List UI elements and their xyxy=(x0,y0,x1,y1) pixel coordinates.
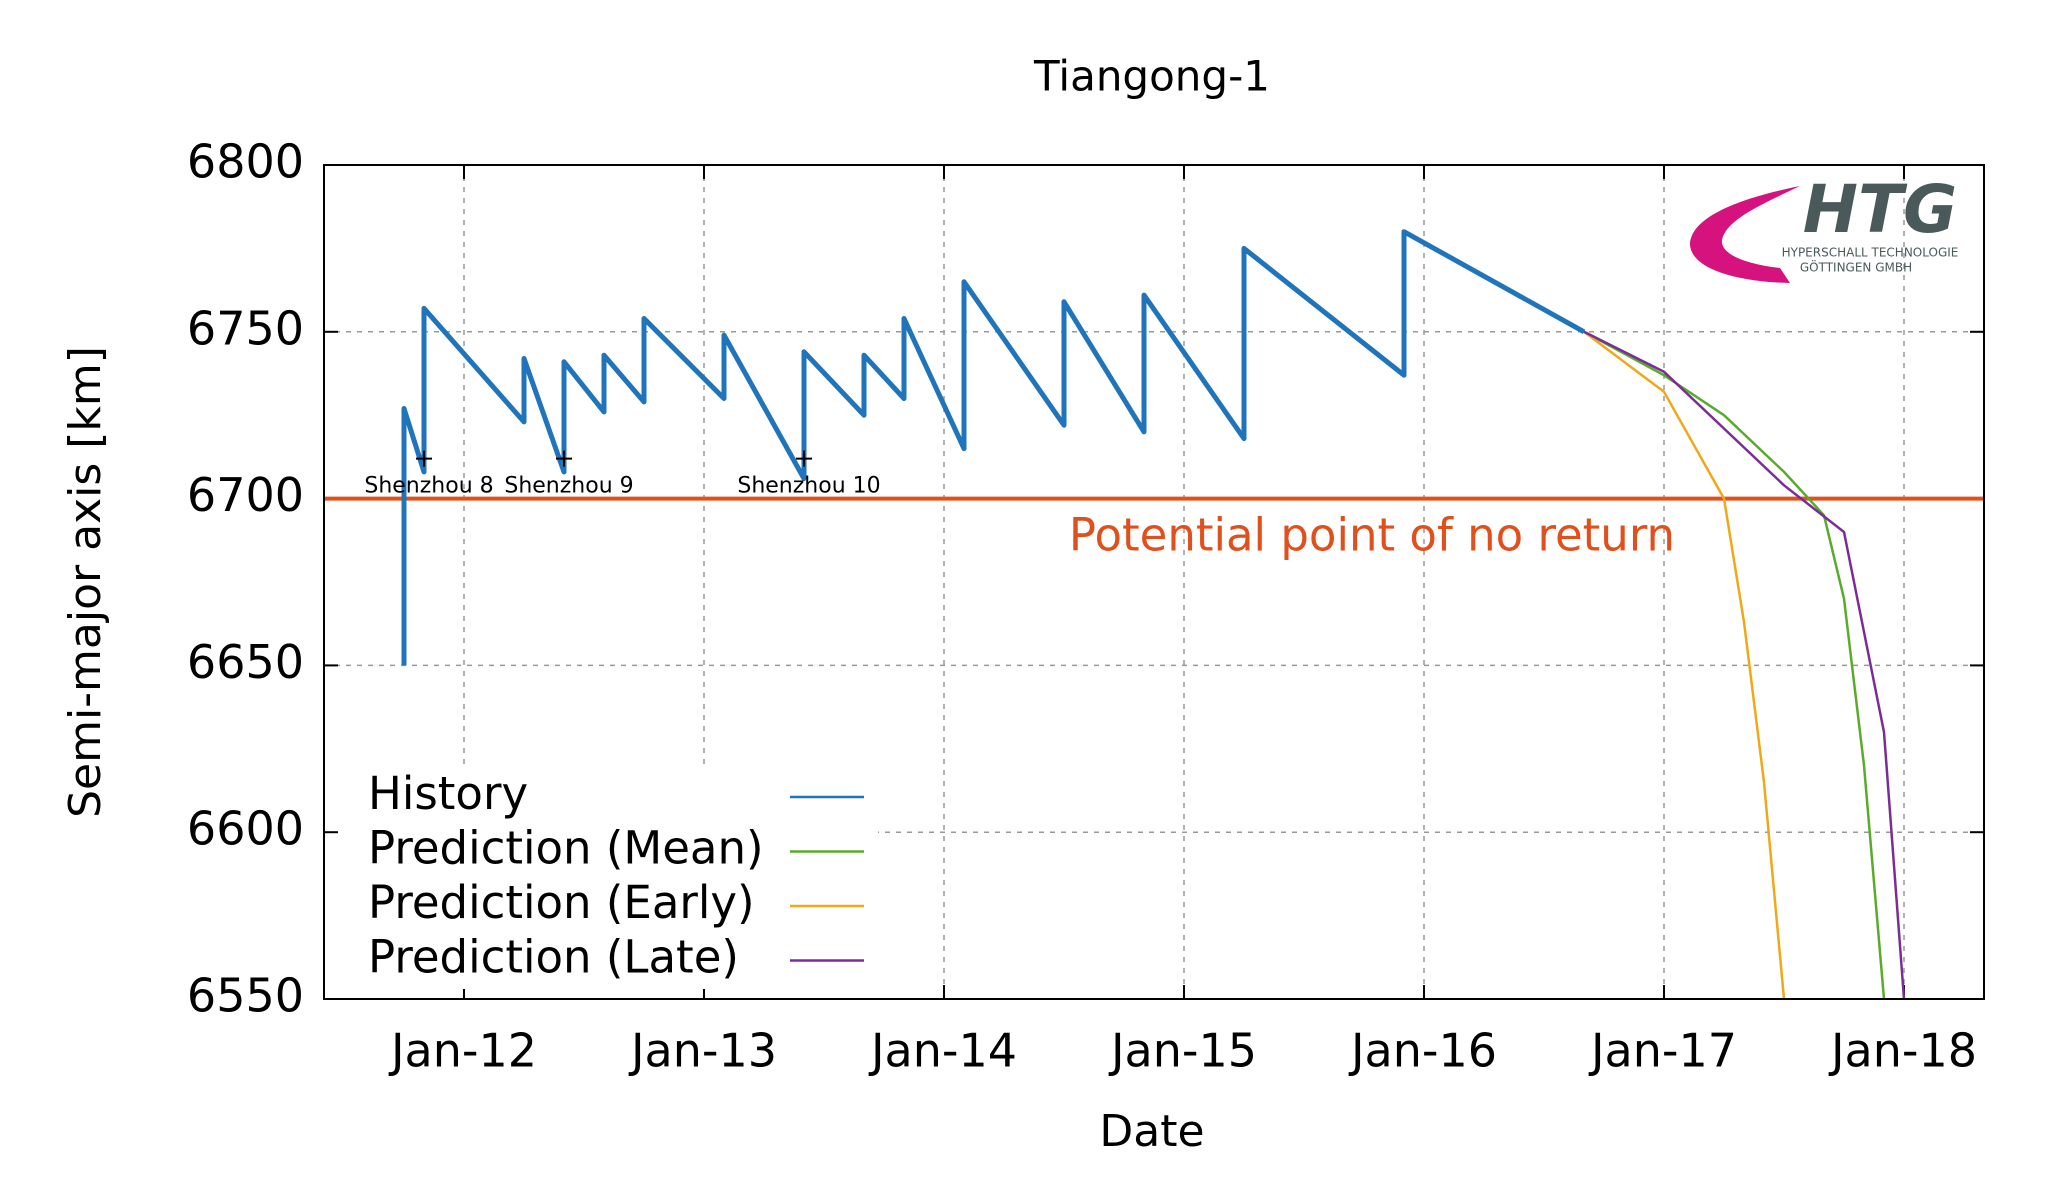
threshold-label: Potential point of no return xyxy=(1069,509,1675,562)
y-tick-label: 6650 xyxy=(187,635,304,689)
x-tick-label: Jan-15 xyxy=(1108,1024,1257,1078)
x-tick-label: Jan-17 xyxy=(1588,1024,1737,1078)
plot-frame xyxy=(323,164,1985,1000)
series-line xyxy=(401,229,1586,666)
x-tick-label: Jan-14 xyxy=(868,1024,1017,1078)
series-line xyxy=(1583,330,1786,1000)
annotation-label: Shenzhou 10 xyxy=(737,474,880,499)
annotation-marker xyxy=(796,450,812,467)
logo-mark: HTG xyxy=(1803,171,1957,248)
annotation-marker xyxy=(416,450,432,467)
y-axis-label: Semi-major axis [km] xyxy=(60,346,111,818)
logo-line: GÖTTINGEN GMBH xyxy=(1800,259,1912,275)
legend-box xyxy=(338,767,878,989)
legend-label: Prediction (Early) xyxy=(368,876,755,929)
y-tick-label: 6800 xyxy=(187,135,304,189)
y-tick-label: 6750 xyxy=(187,301,304,355)
x-axis-label: Date xyxy=(1099,1106,1204,1157)
x-tick-label: Jan-18 xyxy=(1828,1024,1977,1078)
chart-title: Tiangong-1 xyxy=(1033,52,1270,101)
x-tick-label: Jan-12 xyxy=(388,1024,537,1078)
series-line xyxy=(1583,330,1906,1000)
y-tick-label: 6550 xyxy=(187,969,304,1023)
legend-label: History xyxy=(368,767,528,820)
legend-label: Prediction (Late) xyxy=(368,931,739,984)
annotation-label: Shenzhou 8 xyxy=(364,474,493,499)
annotation-marker xyxy=(556,450,572,467)
logo-line: HYPERSCHALL TECHNOLOGIE xyxy=(1782,246,1959,260)
annotation-label: Shenzhou 9 xyxy=(504,474,633,499)
legend-label: Prediction (Mean) xyxy=(368,822,764,875)
x-tick-label: Jan-16 xyxy=(1348,1024,1497,1078)
logo: HTG HYPERSCHALL TECHNOLOGIE GÖTTINGEN GM… xyxy=(1690,171,1958,283)
y-tick-label: 6600 xyxy=(187,802,304,856)
logo-swoosh xyxy=(1690,186,1800,283)
y-tick-label: 6700 xyxy=(187,468,304,522)
x-tick-label: Jan-13 xyxy=(628,1024,777,1078)
